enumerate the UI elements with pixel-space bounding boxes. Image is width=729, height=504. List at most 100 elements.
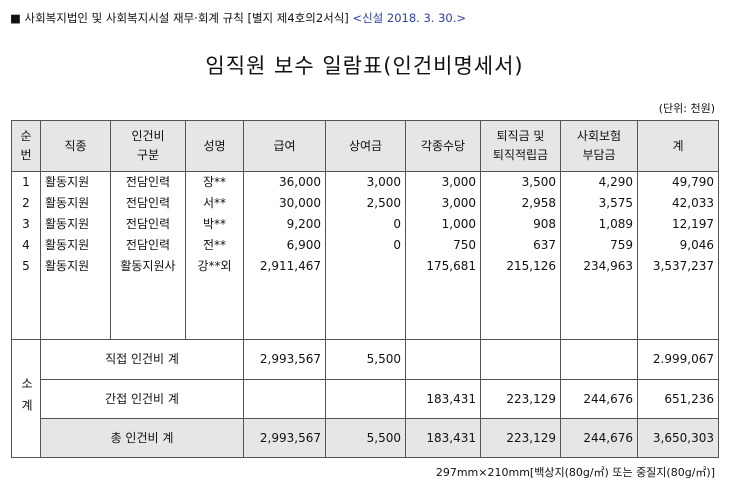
cell: 9,200 — [243, 214, 326, 235]
cell: 2,500 — [325, 193, 406, 214]
cell: 30,000 — [243, 193, 326, 214]
subtotal-row: 간접 인건비 계 183,431 223,129 244,676 651,236 — [12, 379, 719, 419]
subtotal-cell — [405, 339, 481, 380]
subtotal-row: 소계 직접 인건비 계 2,993,567 5,500 2.999,067 — [11, 339, 719, 458]
subtotal-cell: 2,993,567 — [243, 418, 326, 458]
cell: 9,046 — [637, 235, 719, 256]
subtotal-cell: 5,500 — [325, 339, 406, 380]
subtotal-cell: 3,650,303 — [637, 418, 719, 458]
column-header: 각종수당 — [405, 120, 481, 172]
cell: 2 — [11, 193, 41, 214]
cell: 박** — [185, 214, 244, 235]
cell: 3,575 — [560, 193, 638, 214]
cell: 활동지원 — [40, 171, 111, 193]
cell: 전담인력 — [110, 235, 186, 256]
cell: 2,911,467 — [243, 256, 326, 277]
subtotal-group-label: 소계 — [11, 339, 41, 458]
doc-title: 임직원 보수 일람표(인건비명세서) — [205, 54, 524, 78]
data-row: 4 활동지원 전담인력 전** 6,900 0 750 637 759 9,046 — [11, 235, 719, 256]
subtotal-cell — [325, 379, 406, 419]
subtotal-cell: 223,129 — [480, 379, 561, 419]
cell: 3,000 — [405, 193, 481, 214]
cell: 3,500 — [480, 171, 561, 193]
cell: 5 — [11, 256, 41, 277]
cell: 3,537,237 — [637, 256, 719, 277]
empty-cell — [11, 277, 41, 340]
cell: 12,197 — [637, 214, 719, 235]
empty-cell — [637, 277, 719, 340]
subtotal-cell: 244,676 — [560, 418, 638, 458]
column-header: 급여 — [243, 120, 326, 172]
cell: 1,000 — [405, 214, 481, 235]
pay-table: 순 번 직종 인건비 구분 성명 급여 상여금 각종수당 퇴직금 및 퇴직적립금 사회보험 부담… — [11, 120, 719, 458]
revision-note: <신설 2018. 3. 30.> — [352, 11, 467, 25]
cell: 3 — [11, 214, 41, 235]
data-row: 2 활동지원 전담인력 서** 30,000 2,500 3,000 2,958 3,575 42… — [11, 193, 719, 214]
subtotal-cell — [243, 379, 326, 419]
cell: 175,681 — [405, 256, 481, 277]
form-note: ■ 사회복지법인 및 사회복지시설 재무·회계 규칙 [별지 제4호의2서식] … — [10, 10, 466, 26]
empty-cell — [405, 277, 481, 340]
cell: 759 — [560, 235, 638, 256]
subtotal-cell: 244,676 — [560, 379, 638, 419]
cell: 1,089 — [560, 214, 638, 235]
data-row: 3 활동지원 전담인력 박** 9,200 0 1,000 908 1,089 12,197 — [11, 214, 719, 235]
form-label: ■ 사회복지법인 및 사회복지시설 재무·회계 규칙 [별지 제4호의2서식] — [10, 11, 349, 25]
empty-cell — [480, 277, 561, 340]
header-row: 순 번 직종 인건비 구분 성명 급여 상여금 각종수당 퇴직금 및 퇴직적립금 사회보험 부담… — [11, 120, 719, 172]
filler-row — [11, 277, 719, 340]
cell — [325, 256, 406, 277]
subtotal-cell: 183,431 — [405, 379, 481, 419]
subtotal-cell: 223,129 — [480, 418, 561, 458]
data-row: 5 활동지원 활동지원사 강**외 2,911,467 175,681 215,126 234… — [11, 256, 719, 277]
empty-cell — [560, 277, 638, 340]
cell: 637 — [480, 235, 561, 256]
cell: 활동지원 — [40, 214, 111, 235]
subtotal-cell: 651,236 — [637, 379, 719, 419]
cell: 활동지원 — [40, 235, 111, 256]
column-header: 성명 — [185, 120, 244, 172]
cell: 3,000 — [325, 171, 406, 193]
empty-cell — [185, 277, 244, 340]
cell: 4 — [11, 235, 41, 256]
cell: 장** — [185, 171, 244, 193]
cell: 4,290 — [560, 171, 638, 193]
cell: 강**외 — [185, 256, 244, 277]
cell: 36,000 — [243, 171, 326, 193]
subtotal-cell — [560, 339, 638, 380]
column-header: 직종 — [40, 120, 111, 172]
subtotal-label: 직접 인건비 계 — [40, 339, 244, 380]
column-header: 계 — [637, 120, 719, 172]
cell: 908 — [480, 214, 561, 235]
cell: 활동지원사 — [110, 256, 186, 277]
empty-cell — [325, 277, 406, 340]
cell: 활동지원 — [40, 256, 111, 277]
cell: 3,000 — [405, 171, 481, 193]
cell: 234,963 — [560, 256, 638, 277]
column-header: 순 번 — [11, 120, 41, 172]
column-header: 상여금 — [325, 120, 406, 172]
cell: 활동지원 — [40, 193, 111, 214]
empty-cell — [110, 277, 186, 340]
column-header: 사회보험 부담금 — [560, 120, 638, 172]
cell: 0 — [325, 214, 406, 235]
subtotal-label: 간접 인건비 계 — [40, 379, 244, 419]
empty-cell — [40, 277, 111, 340]
cell: 42,033 — [637, 193, 719, 214]
cell: 750 — [405, 235, 481, 256]
cell: 전** — [185, 235, 244, 256]
subtotal-cell — [480, 339, 561, 380]
unit-note: (단위: 천원) — [658, 102, 715, 115]
subtotal-row: 총 인건비 계 2,993,567 5,500 183,431 223,129 244,6… — [12, 418, 719, 458]
cell: 전담인력 — [110, 214, 186, 235]
subtotal-cell: 5,500 — [325, 418, 406, 458]
data-row: 1 활동지원 전담인력 장** 36,000 3,000 3,000 3,500 4,290 49… — [11, 171, 719, 193]
subtotal-cell: 2.999,067 — [637, 339, 719, 380]
cell: 215,126 — [480, 256, 561, 277]
cell: 전담인력 — [110, 171, 186, 193]
cell: 0 — [325, 235, 406, 256]
empty-cell — [243, 277, 326, 340]
paper-note: 297mm×210mm[백상지(80g/㎡) 또는 중질지(80g/㎡)] — [435, 466, 715, 479]
subtotal-label: 총 인건비 계 — [40, 418, 244, 458]
